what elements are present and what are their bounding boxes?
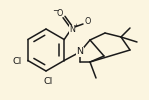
Text: Cl: Cl bbox=[12, 57, 21, 66]
Text: O: O bbox=[85, 18, 91, 26]
Text: Cl: Cl bbox=[43, 78, 53, 86]
Text: N: N bbox=[76, 48, 83, 56]
Text: O: O bbox=[57, 8, 63, 18]
Text: N: N bbox=[69, 26, 75, 34]
Text: +: + bbox=[73, 23, 78, 28]
Text: −: − bbox=[52, 6, 58, 16]
